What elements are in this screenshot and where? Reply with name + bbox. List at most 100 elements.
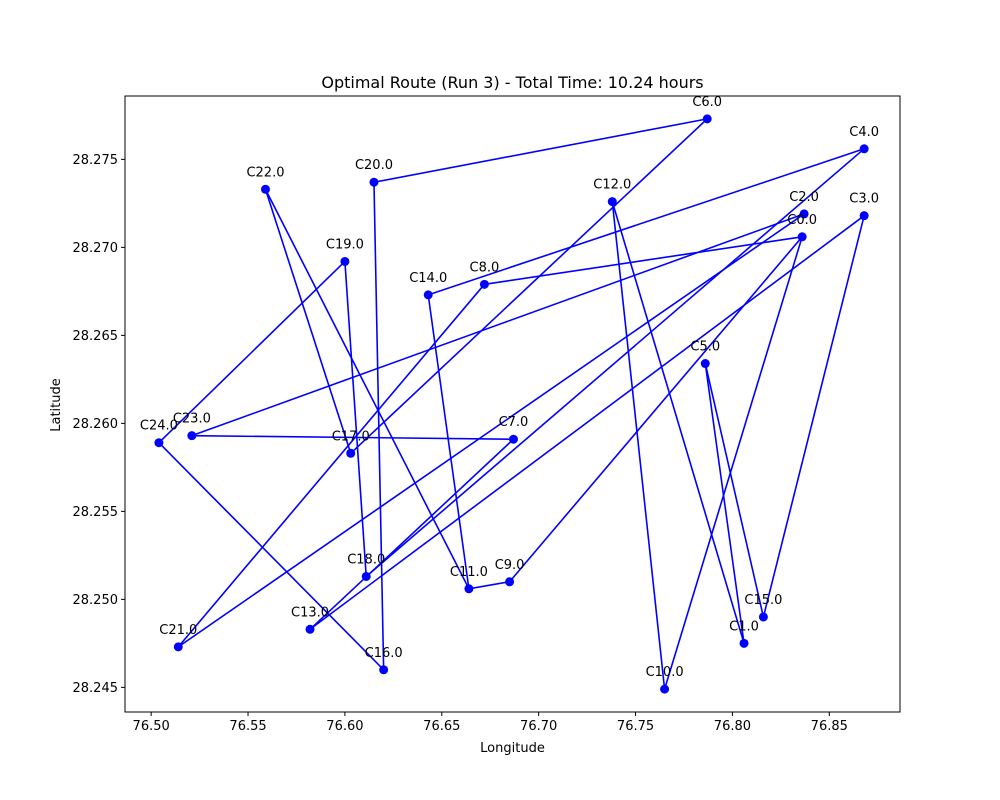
point-label: C12.0	[593, 178, 631, 193]
route-point	[505, 577, 515, 587]
route-segment	[611, 201, 745, 644]
plot-area: 76.50 76.55 76.60 76.65 76.70 76.75 76.80 76.85…	[73, 95, 901, 734]
route-segment	[508, 236, 803, 583]
route-segment	[309, 215, 865, 630]
x-tick-label: 76.65	[423, 719, 460, 734]
axes-frame	[124, 95, 901, 713]
route-point	[379, 665, 389, 675]
route-segment	[309, 438, 515, 630]
point-label: C15.0	[744, 593, 782, 608]
point-label: C17.0	[332, 429, 370, 444]
route-point	[758, 612, 768, 622]
y-axis-ticks: 28.245 28.250 28.255 28.260 28.265 28.270 28.2…	[73, 153, 125, 696]
route-segment	[611, 201, 666, 690]
y-tick-label: 28.255	[73, 505, 119, 520]
route-segment	[484, 236, 803, 286]
route-point	[700, 359, 710, 369]
point-label: C24.0	[140, 419, 178, 434]
route-point	[423, 290, 433, 300]
route-segment	[663, 236, 803, 690]
point-label: C16.0	[365, 646, 403, 661]
route-segment	[264, 189, 352, 454]
point-label: C6.0	[692, 95, 722, 110]
x-tick-label: 76.75	[617, 719, 654, 734]
route-point	[464, 584, 474, 594]
route-lines	[158, 118, 865, 690]
x-axis-ticks: 76.50 76.55 76.60 76.65 76.70 76.75 76.80 76.85	[133, 712, 848, 734]
route-point	[797, 232, 807, 242]
route-segment	[468, 580, 510, 590]
route-points	[154, 114, 869, 694]
route-segment	[704, 363, 765, 618]
point-label: C23.0	[173, 412, 211, 427]
route-point	[799, 209, 809, 219]
route-segment	[158, 260, 346, 444]
route-point	[479, 279, 489, 289]
route-point	[739, 638, 749, 648]
y-tick-label: 28.245	[73, 681, 119, 696]
point-label: C1.0	[729, 619, 759, 634]
x-tick-label: 76.85	[811, 719, 848, 734]
point-label: C13.0	[291, 605, 329, 620]
route-point	[859, 211, 869, 221]
route-segment	[350, 118, 708, 454]
point-label: C22.0	[246, 165, 284, 180]
x-tick-label: 76.50	[133, 719, 170, 734]
point-label: C7.0	[499, 415, 529, 430]
point-label: C20.0	[355, 158, 393, 173]
point-label: C18.0	[347, 552, 385, 567]
route-labels: C0.0 C8.0 C21.0 C2.0 C23.0 C7.0 C13.0 C3.0 C15.0…	[140, 95, 879, 680]
route-point	[346, 448, 356, 458]
x-axis-label: Longitude	[480, 741, 545, 756]
y-tick-label: 28.275	[73, 153, 119, 168]
point-label: C14.0	[409, 271, 447, 286]
route-segment	[158, 442, 385, 671]
point-label: C10.0	[646, 665, 684, 680]
route-segment	[365, 148, 865, 578]
y-tick-label: 28.270	[73, 241, 119, 256]
route-point	[369, 177, 379, 187]
route-point	[260, 184, 270, 194]
route-point	[361, 571, 371, 581]
route-point	[173, 642, 183, 652]
point-label: C4.0	[849, 125, 879, 140]
route-point	[340, 256, 350, 266]
route-segment	[427, 294, 470, 589]
y-tick-label: 28.265	[73, 329, 119, 344]
route-segment	[191, 213, 805, 437]
x-tick-label: 76.80	[714, 719, 751, 734]
y-axis-label: Latitude	[49, 378, 64, 432]
y-tick-label: 28.260	[73, 417, 119, 432]
point-label: C0.0	[787, 213, 817, 228]
route-point	[187, 431, 197, 441]
route-point	[154, 438, 164, 448]
route-segment	[191, 434, 514, 440]
route-point	[702, 114, 712, 124]
route-point	[305, 624, 315, 634]
route-segment	[427, 148, 865, 296]
route-point	[660, 684, 670, 694]
chart-title: Optimal Route (Run 3) - Total Time: 10.2…	[321, 73, 703, 92]
point-label: C2.0	[789, 190, 819, 205]
x-tick-label: 76.55	[229, 719, 266, 734]
route-segment	[704, 363, 745, 644]
point-label: C5.0	[690, 340, 720, 355]
route-segment	[344, 261, 368, 577]
route-segment	[177, 213, 805, 648]
route-segment	[264, 188, 470, 590]
route-point	[508, 434, 518, 444]
route-point	[607, 197, 617, 207]
x-tick-label: 76.70	[520, 719, 557, 734]
route-segment	[373, 118, 708, 184]
x-tick-label: 76.60	[326, 719, 363, 734]
route-point	[859, 144, 869, 154]
point-label: C11.0	[450, 565, 488, 580]
point-label: C8.0	[470, 260, 500, 275]
route-segment	[762, 215, 865, 618]
point-label: C9.0	[495, 558, 525, 573]
point-label: C19.0	[326, 237, 364, 252]
point-label: C21.0	[159, 623, 197, 638]
route-segment	[177, 283, 486, 648]
